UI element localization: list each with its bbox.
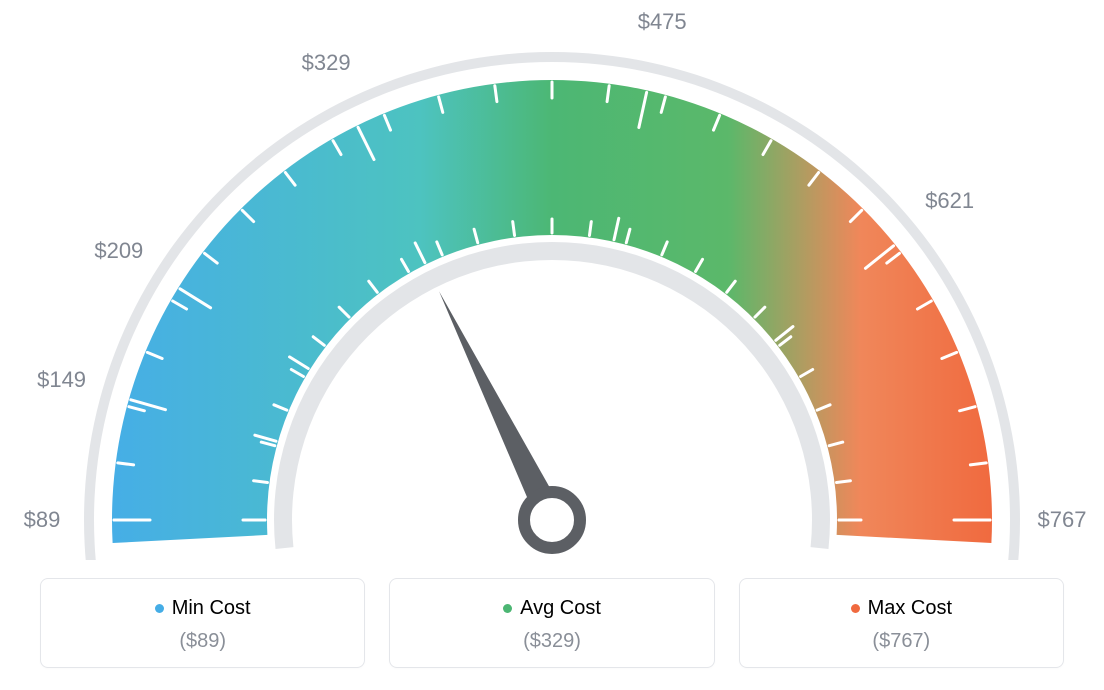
legend-dot-min	[155, 604, 164, 613]
legend-row: Min Cost ($89) Avg Cost ($329) Max Cost …	[40, 578, 1064, 668]
scale-label: $149	[37, 367, 86, 393]
legend-label-avg: Avg Cost	[520, 597, 601, 620]
legend-value-avg: ($329)	[400, 630, 703, 653]
scale-label: $767	[1038, 507, 1087, 533]
scale-label: $89	[24, 507, 61, 533]
scale-label: $621	[925, 188, 974, 214]
scale-label: $209	[94, 238, 143, 264]
legend-value-min: ($89)	[51, 630, 354, 653]
legend-card-max: Max Cost ($767)	[739, 578, 1064, 668]
legend-value-max: ($767)	[750, 630, 1053, 653]
gauge-area: $89 $149 $209 $329 $475 $621 $767	[0, 0, 1104, 560]
scale-label: $475	[638, 9, 687, 35]
legend-label-min: Min Cost	[172, 597, 251, 620]
cost-gauge-chart: $89 $149 $209 $329 $475 $621 $767 Min Cost ($8…	[0, 0, 1104, 690]
gauge-svg	[0, 0, 1104, 560]
legend-dot-avg	[503, 604, 512, 613]
legend-dot-max	[851, 604, 860, 613]
scale-label: $329	[302, 50, 351, 76]
legend-card-min: Min Cost ($89)	[40, 578, 365, 668]
legend-label-max: Max Cost	[868, 597, 952, 620]
legend-card-avg: Avg Cost ($329)	[389, 578, 714, 668]
